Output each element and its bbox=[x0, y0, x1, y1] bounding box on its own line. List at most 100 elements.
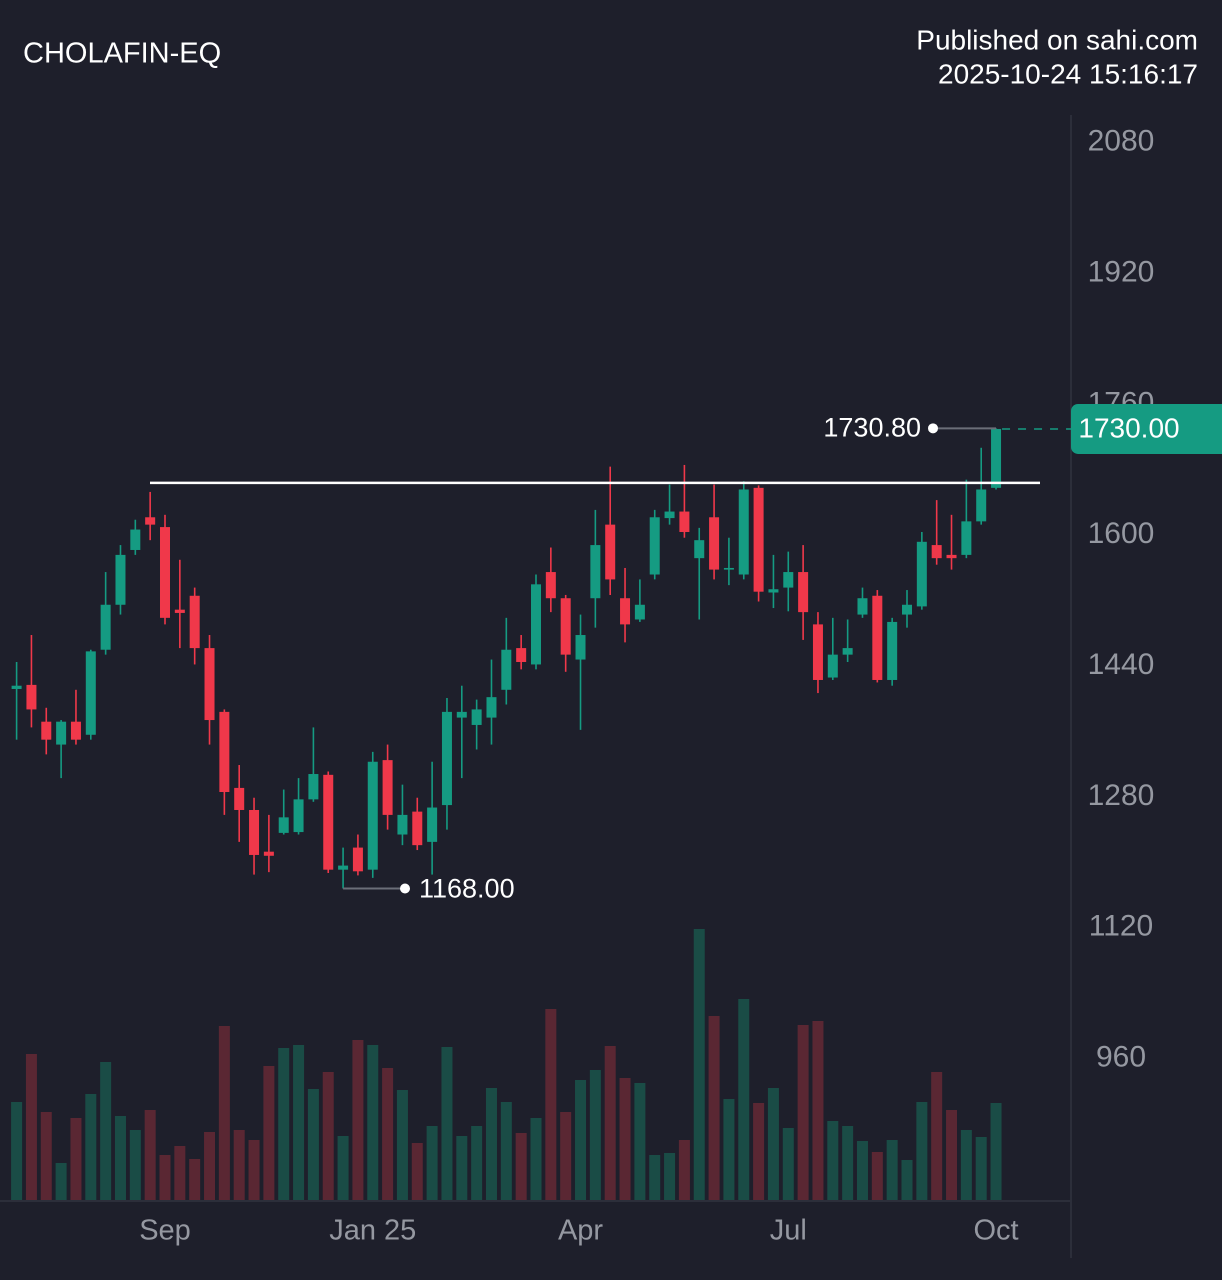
y-tick-label: 1920 bbox=[1088, 256, 1155, 289]
volume-bar bbox=[678, 1140, 690, 1200]
volume-bar bbox=[263, 1066, 275, 1200]
candle-body bbox=[560, 598, 571, 655]
candle-body bbox=[842, 648, 853, 655]
candle-body bbox=[976, 489, 987, 522]
candle-body bbox=[709, 517, 720, 570]
candle-body bbox=[174, 609, 185, 613]
candle-body bbox=[189, 595, 200, 649]
candle-body bbox=[501, 649, 512, 690]
x-tick-label: Apr bbox=[558, 1215, 603, 1247]
candle-body bbox=[605, 524, 616, 580]
candle-body bbox=[575, 635, 586, 660]
publisher: Published on sahi.com bbox=[916, 24, 1198, 55]
low-marker-dot bbox=[400, 883, 410, 894]
volume-bar bbox=[500, 1102, 512, 1200]
candle-body bbox=[130, 529, 141, 550]
volume-bar bbox=[40, 1112, 52, 1200]
volume-bar bbox=[293, 1045, 305, 1200]
volume-bar bbox=[426, 1126, 438, 1200]
volume-bar bbox=[901, 1160, 913, 1200]
candle-body bbox=[827, 654, 838, 678]
candle-body bbox=[857, 598, 868, 615]
candle-body bbox=[56, 721, 67, 745]
candle-body bbox=[931, 545, 942, 559]
volume-bar bbox=[575, 1080, 587, 1200]
volume-bar bbox=[382, 1068, 394, 1200]
volume-bar bbox=[471, 1126, 483, 1200]
candle-body bbox=[634, 604, 645, 620]
candle-body bbox=[798, 572, 809, 613]
volume-bar bbox=[604, 1046, 616, 1200]
candle-body bbox=[308, 774, 319, 800]
volume-bar bbox=[441, 1047, 453, 1200]
candle-body bbox=[70, 721, 81, 740]
volume-bar bbox=[144, 1110, 156, 1200]
candle-body bbox=[516, 648, 527, 662]
candle-body bbox=[902, 604, 912, 615]
volume-bar bbox=[204, 1132, 216, 1200]
x-tick-label: Oct bbox=[973, 1215, 1018, 1247]
volume-bar bbox=[634, 1083, 646, 1200]
volume-bar bbox=[916, 1102, 928, 1200]
candle-body bbox=[590, 545, 601, 599]
candle-body bbox=[723, 567, 734, 570]
x-tick-label: Jan 25 bbox=[329, 1215, 416, 1247]
candle-body bbox=[664, 511, 675, 519]
volume-bar bbox=[278, 1048, 290, 1200]
volume-bar bbox=[812, 1021, 824, 1200]
y-tick-label: 960 bbox=[1096, 1040, 1146, 1073]
candle-body bbox=[219, 711, 230, 793]
volume-bar bbox=[396, 1090, 408, 1200]
candle-body bbox=[768, 589, 779, 593]
volume-bar bbox=[218, 1026, 230, 1200]
volume-bar bbox=[886, 1140, 898, 1200]
candle-body bbox=[115, 554, 126, 605]
y-tick-label: 1440 bbox=[1088, 648, 1155, 681]
volume-bar bbox=[589, 1070, 601, 1200]
candle-body bbox=[145, 517, 156, 525]
volume-bar bbox=[233, 1130, 245, 1200]
y-tick-label: 1280 bbox=[1088, 779, 1155, 812]
volume-bar bbox=[649, 1155, 661, 1200]
volume-bar bbox=[189, 1159, 201, 1200]
volume-bar bbox=[25, 1054, 37, 1200]
volume-bar bbox=[248, 1140, 260, 1200]
candle-body bbox=[486, 697, 497, 718]
volume-bar bbox=[960, 1130, 972, 1200]
volume-bar bbox=[55, 1163, 67, 1200]
candle-body bbox=[367, 761, 378, 870]
volume-bar bbox=[159, 1155, 171, 1200]
timestamp: 2025-10-24 15:16:17 bbox=[938, 58, 1198, 89]
candle-body bbox=[160, 527, 170, 618]
high-marker-label: 1730.80 bbox=[823, 412, 921, 442]
candle-body bbox=[456, 711, 467, 718]
candle-body bbox=[41, 721, 52, 740]
volume-bar bbox=[767, 1088, 779, 1200]
candle-body bbox=[471, 709, 482, 725]
volume-bar bbox=[856, 1141, 868, 1200]
volume-bar bbox=[515, 1133, 527, 1200]
candle-body bbox=[85, 651, 96, 735]
candle-body bbox=[694, 540, 705, 559]
candle-body bbox=[872, 595, 883, 680]
candle-body bbox=[991, 428, 1002, 488]
volume-bar bbox=[782, 1128, 794, 1200]
volume-bar bbox=[560, 1112, 572, 1200]
candle-body bbox=[946, 554, 957, 559]
candle-body bbox=[679, 511, 690, 532]
candle-body bbox=[382, 760, 393, 815]
volume-bar bbox=[100, 1062, 112, 1200]
volume-bar bbox=[70, 1118, 82, 1200]
candle-body bbox=[100, 604, 111, 650]
x-tick-label: Jul bbox=[770, 1215, 807, 1247]
chart-title: CHOLAFIN-EQ bbox=[23, 38, 221, 70]
candle-body bbox=[753, 487, 764, 592]
candle-body bbox=[397, 814, 408, 835]
candle-body bbox=[545, 572, 556, 599]
volume-bar bbox=[322, 1072, 334, 1200]
volume-bar bbox=[693, 929, 705, 1200]
candle-body bbox=[649, 517, 660, 575]
volume-bar bbox=[485, 1088, 497, 1200]
candle-body bbox=[11, 685, 22, 689]
